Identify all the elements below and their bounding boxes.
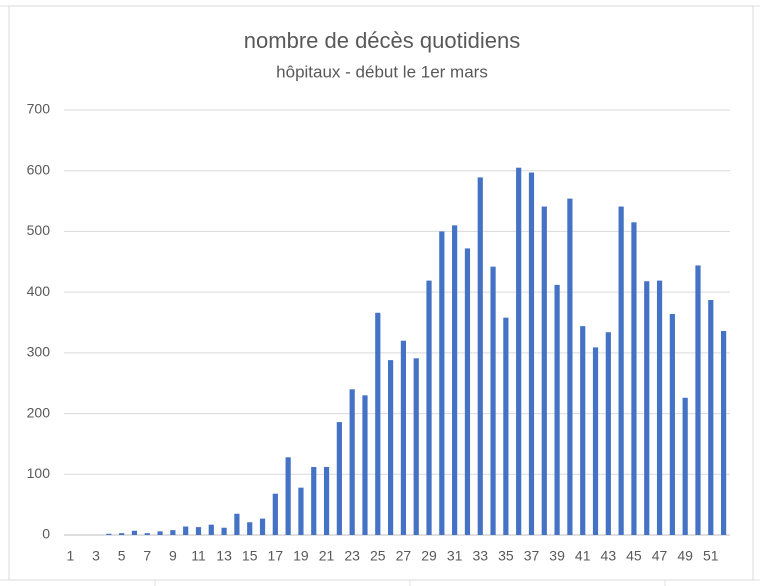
y-tick-label: 700 — [27, 101, 51, 117]
bar — [183, 526, 189, 535]
bar — [528, 172, 535, 536]
y-tick-label: 600 — [27, 161, 51, 177]
x-tick-label: 37 — [524, 548, 540, 564]
y-tick-label: 200 — [27, 404, 51, 420]
bar — [490, 266, 496, 535]
bar — [669, 314, 675, 535]
bar — [349, 389, 355, 535]
x-tick-label: 3 — [92, 548, 100, 564]
bar — [695, 265, 701, 535]
x-tick-label: 33 — [472, 548, 488, 564]
x-tick-label: 23 — [344, 548, 360, 564]
y-tick-label: 0 — [42, 526, 50, 542]
chart-title: nombre de décès quotidiens — [244, 28, 520, 53]
y-tick-label: 100 — [27, 465, 51, 481]
bar — [106, 533, 112, 535]
bar — [311, 467, 317, 535]
bar — [682, 397, 688, 535]
bar — [119, 533, 125, 535]
bar — [452, 225, 458, 535]
bar — [618, 206, 624, 536]
bar — [362, 395, 368, 535]
bar — [708, 300, 714, 535]
bar — [605, 332, 611, 535]
x-tick-label: 49 — [677, 548, 693, 564]
x-tick-label: 27 — [396, 548, 412, 564]
bar — [477, 177, 483, 535]
bar — [464, 248, 471, 535]
bar — [516, 167, 522, 535]
bar — [720, 331, 727, 535]
bar — [221, 527, 227, 535]
chart-subtitle: hôpitaux - début le 1er mars — [276, 62, 488, 81]
chart-area — [8, 5, 754, 581]
bar — [592, 347, 599, 535]
y-tick-label: 300 — [27, 344, 51, 360]
x-tick-label: 13 — [216, 548, 232, 564]
x-tick-label: 25 — [370, 548, 386, 564]
bar — [426, 280, 432, 535]
bar — [208, 524, 214, 535]
bar — [336, 422, 342, 535]
bar — [375, 312, 381, 535]
x-tick-label: 17 — [268, 548, 284, 564]
x-tick-label: 15 — [242, 548, 258, 564]
bar — [195, 527, 202, 535]
bar — [323, 467, 330, 535]
bar — [631, 222, 637, 536]
bar — [541, 206, 547, 536]
bar — [644, 281, 650, 535]
x-tick-label: 7 — [143, 548, 151, 564]
bar — [503, 317, 509, 535]
bar — [247, 522, 253, 535]
bar — [170, 530, 176, 535]
bar — [144, 533, 150, 535]
bar — [580, 326, 586, 535]
x-tick-label: 35 — [498, 548, 514, 564]
y-tick-label: 400 — [27, 283, 51, 299]
x-tick-label: 9 — [169, 548, 177, 564]
x-tick-label: 51 — [703, 548, 719, 564]
y-tick-label: 500 — [27, 222, 51, 238]
x-tick-label: 1 — [67, 548, 75, 564]
x-tick-label: 21 — [319, 548, 335, 564]
bar — [131, 530, 138, 535]
x-tick-label: 47 — [652, 548, 668, 564]
bar — [234, 513, 240, 535]
x-tick-label: 39 — [549, 548, 565, 564]
bar — [285, 457, 291, 535]
bar — [413, 358, 419, 535]
x-tick-label: 5 — [118, 548, 126, 564]
bar — [157, 531, 163, 535]
bar — [298, 487, 304, 535]
bar — [259, 518, 266, 535]
x-tick-label: 11 — [191, 548, 206, 564]
x-tick-label: 43 — [601, 548, 617, 564]
bar — [567, 198, 573, 535]
x-tick-label: 31 — [447, 548, 463, 564]
bar — [387, 360, 394, 535]
x-tick-label: 45 — [626, 548, 642, 564]
bar — [439, 231, 445, 535]
bar — [272, 493, 278, 535]
bar — [400, 340, 407, 535]
x-tick-label: 19 — [293, 548, 309, 564]
bar — [656, 280, 663, 535]
x-tick-label: 41 — [575, 548, 591, 564]
bar — [554, 284, 560, 535]
x-tick-label: 29 — [421, 548, 437, 564]
